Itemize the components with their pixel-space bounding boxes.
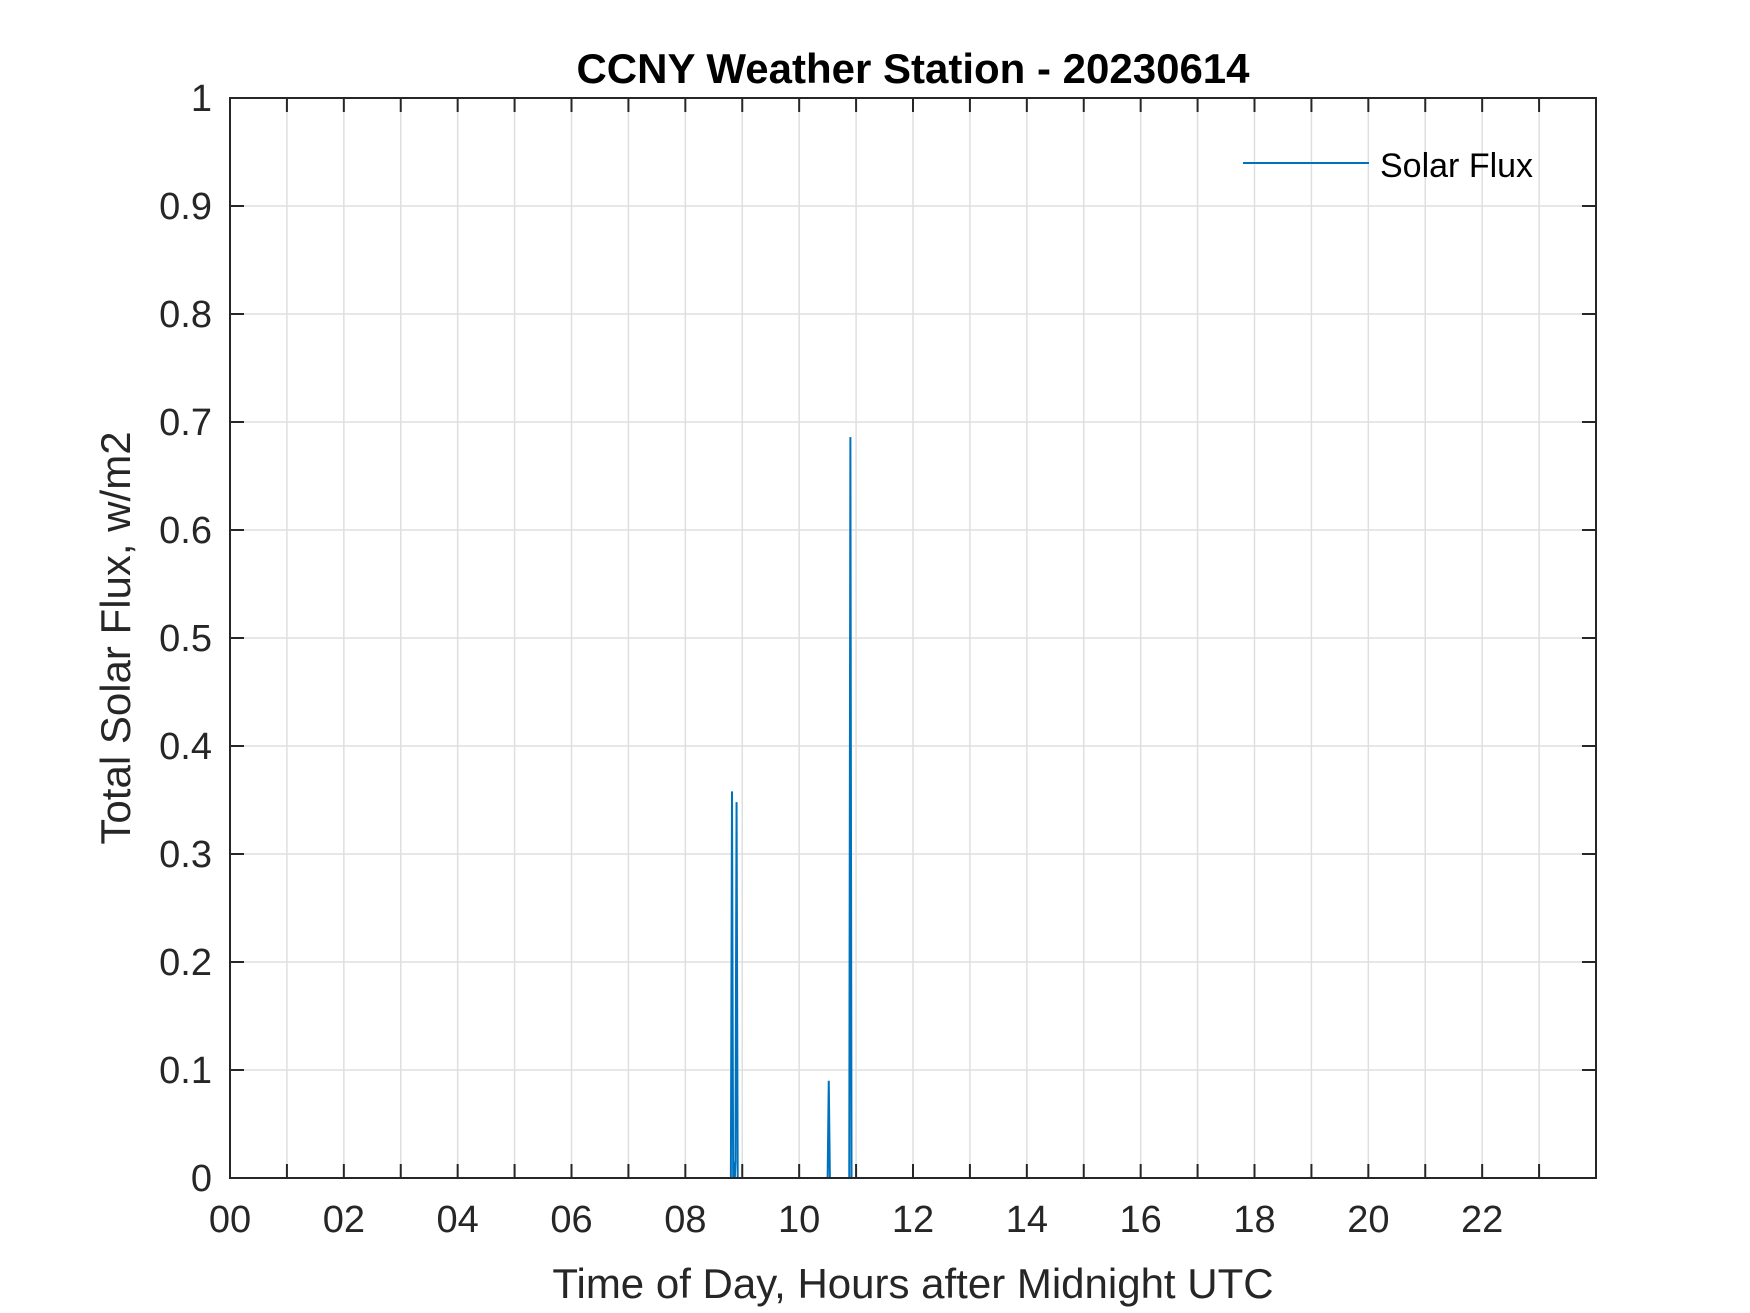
legend: Solar Flux: [1243, 147, 1533, 185]
x-tick-label: 18: [1233, 1199, 1275, 1241]
grid-lines: [230, 98, 1596, 1178]
y-axis-label: Total Solar Flux, w/m2: [92, 431, 139, 844]
y-tick-label: 0.4: [159, 726, 212, 768]
x-axis-label: Time of Day, Hours after Midnight UTC: [552, 1260, 1273, 1307]
x-tick-label: 16: [1120, 1199, 1162, 1241]
y-tick-label: 0.7: [159, 402, 212, 444]
x-tick-label: 12: [892, 1199, 934, 1241]
y-tick-label: 0.9: [159, 186, 212, 228]
x-tick-label: 04: [437, 1199, 479, 1241]
x-tick-label: 06: [550, 1199, 592, 1241]
x-tick-label: 14: [1006, 1199, 1048, 1241]
y-tick-label: 0.3: [159, 834, 212, 876]
tick-marks: [230, 98, 1596, 1178]
legend-label-solar-flux: Solar Flux: [1380, 147, 1533, 185]
y-tick-label: 0.6: [159, 510, 212, 552]
x-tick-label: 00: [209, 1199, 251, 1241]
y-tick-label: 0.5: [159, 618, 212, 660]
y-tick-label: 0.8: [159, 294, 212, 336]
y-tick-label: 1: [191, 78, 212, 120]
y-tick-label: 0: [191, 1158, 212, 1200]
y-tick-label: 0.2: [159, 942, 212, 984]
y-tick-label: 0.1: [159, 1050, 212, 1092]
x-tick-label: 08: [664, 1199, 706, 1241]
x-tick-label: 20: [1347, 1199, 1389, 1241]
plot-frame: [229, 97, 1597, 1179]
x-tick-label: 10: [778, 1199, 820, 1241]
x-tick-labels: 00 02 04 06 08 10 12 14 16 18 20 22: [209, 1199, 1503, 1241]
chart-title: CCNY Weather Station - 20230614: [576, 45, 1250, 92]
y-tick-labels: 0 0.1 0.2 0.3 0.4 0.5 0.6 0.7 0.8 0.9 1: [159, 78, 212, 1200]
x-tick-label: 02: [323, 1199, 365, 1241]
x-tick-label: 22: [1461, 1199, 1503, 1241]
